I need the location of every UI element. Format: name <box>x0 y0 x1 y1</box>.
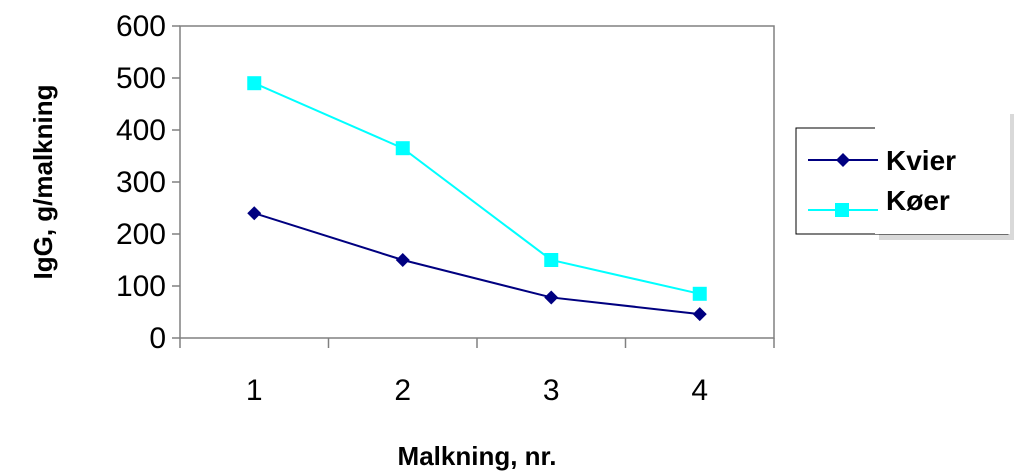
x-tick-label: 2 <box>394 374 411 407</box>
data-point-kvier <box>692 307 707 322</box>
series-line-koer <box>253 82 700 295</box>
y-tick-label: 600 <box>116 10 166 43</box>
data-point-koer <box>247 76 262 91</box>
series-line-kvier <box>253 212 700 316</box>
x-tick-label: 4 <box>691 374 708 407</box>
x-axis-title: Malkning, nr. <box>398 441 557 471</box>
plot-area <box>179 25 775 339</box>
y-tick-label: 300 <box>116 166 166 199</box>
data-point-kvier <box>247 206 262 221</box>
y-axis-title: IgG, g/malkning <box>28 84 58 279</box>
data-point-koer <box>395 141 410 156</box>
y-tick-label: 0 <box>149 322 166 355</box>
data-point-kvier <box>544 290 559 305</box>
y-tick-label: 200 <box>116 218 166 251</box>
x-axis-ticks: 1 2 3 4 <box>179 338 775 407</box>
legend-label-koer: Køer <box>886 185 950 216</box>
data-point-koer <box>692 286 707 301</box>
y-tick-label: 100 <box>116 270 166 303</box>
y-axis-ticks: 0 100 200 300 400 500 600 <box>116 10 180 355</box>
x-tick-label: 1 <box>246 374 263 407</box>
y-tick-label: 500 <box>116 62 166 95</box>
y-tick-label: 400 <box>116 114 166 147</box>
legend-label-kvier: Kvier <box>886 145 956 176</box>
legend: Kvier Køer <box>795 108 1014 240</box>
legend-marker-koer <box>835 203 849 217</box>
data-point-kvier <box>395 253 410 267</box>
legend-panel <box>875 108 1010 234</box>
series-layer <box>247 76 707 322</box>
legend-marker-kvier <box>836 153 850 167</box>
x-tick-label: 3 <box>543 374 560 407</box>
data-point-koer <box>544 253 559 267</box>
